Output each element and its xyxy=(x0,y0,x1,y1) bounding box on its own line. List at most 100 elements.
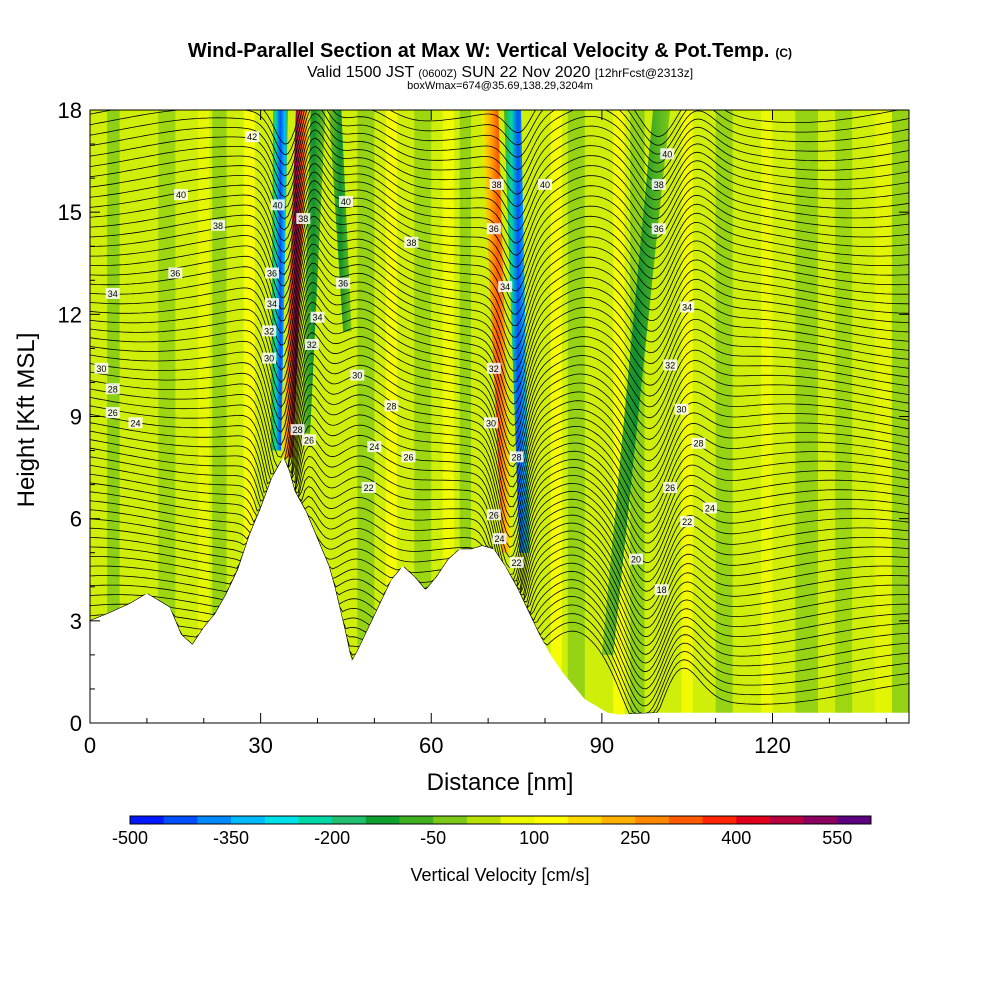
velocity-band xyxy=(681,110,693,723)
theta-contour xyxy=(90,225,909,350)
contour-label: 32 xyxy=(486,362,501,374)
contour-label-bg xyxy=(338,195,353,207)
theta-contour xyxy=(90,352,909,488)
contour-label-bg xyxy=(651,178,666,190)
contour-label-text: 34 xyxy=(267,299,277,309)
contour-label-bg xyxy=(498,281,513,293)
contour-label-text: 32 xyxy=(264,326,274,336)
contour-label: 28 xyxy=(290,424,305,436)
contour-label-text: 32 xyxy=(489,364,499,374)
colorbar-swatch xyxy=(399,816,434,824)
contour-label-text: 28 xyxy=(694,439,704,449)
contour-label-text: 38 xyxy=(406,238,416,248)
colorbar-swatch xyxy=(803,816,838,824)
contour-label-bg xyxy=(174,189,188,201)
contour-label: 34 xyxy=(105,287,120,299)
theta-contour xyxy=(90,394,909,528)
theta-contour xyxy=(90,188,909,304)
contour-label-text: 20 xyxy=(631,555,641,565)
contour-label-bg xyxy=(350,369,365,381)
colorbar-tick-label: 250 xyxy=(620,828,650,848)
contour-label-text: 36 xyxy=(654,224,664,234)
contour-label-text: 26 xyxy=(403,452,413,462)
contour-label: 40 xyxy=(338,195,353,207)
x-tick-label: 0 xyxy=(84,733,96,758)
contour-label-bg xyxy=(301,434,316,446)
contour-label-bg xyxy=(290,424,305,436)
contour-label: 42 xyxy=(245,131,260,143)
contour-label-text: 18 xyxy=(657,585,667,595)
contour-label-text: 40 xyxy=(273,200,283,210)
y-tick-label: 3 xyxy=(70,609,82,634)
colorbar: -500 -350 -200 -50 100 250 400 550 xyxy=(112,815,872,848)
theta-contour xyxy=(90,110,909,166)
contour-label: 24 xyxy=(492,533,507,545)
colorbar-tick-label: -350 xyxy=(213,828,249,848)
theta-contour xyxy=(90,110,909,156)
contour-label-text: 26 xyxy=(489,510,499,520)
theta-contour xyxy=(90,321,909,469)
contour-label-bg xyxy=(486,223,501,235)
x-tick-label: 90 xyxy=(590,733,614,758)
contour-label-text: 30 xyxy=(486,418,496,428)
y-tick-label: 12 xyxy=(58,302,82,327)
contour-label-text: 38 xyxy=(654,180,664,190)
x-tick-label: 60 xyxy=(419,733,443,758)
y-tick-label: 0 xyxy=(70,711,82,736)
x-tick-label: 30 xyxy=(248,733,272,758)
contour-label: 30 xyxy=(350,369,365,381)
contour-label-bg xyxy=(105,383,120,395)
theta-contour xyxy=(90,446,909,575)
contour-label: 22 xyxy=(509,556,524,568)
contour-label-text: 42 xyxy=(247,132,257,142)
colorbar-swatch xyxy=(298,816,333,824)
y-tick-label: 9 xyxy=(70,405,82,430)
theta-contour xyxy=(90,215,909,338)
theta-contour xyxy=(90,243,909,372)
contour-labels: 4240383634302826244036343230383432282640… xyxy=(94,131,717,596)
contour-label-bg xyxy=(509,556,524,568)
contour-label-bg xyxy=(265,267,279,279)
colorbar-tick-label: -50 xyxy=(420,828,446,848)
contour-label-bg xyxy=(492,533,507,545)
colorbar-tick-label: 550 xyxy=(822,828,852,848)
contour-label: 36 xyxy=(651,223,666,235)
contour-label: 38 xyxy=(404,236,419,248)
velocity-band xyxy=(761,110,773,723)
contour-label: 38 xyxy=(651,178,666,190)
theta-contour xyxy=(90,332,909,475)
contour-label-text: 38 xyxy=(298,214,308,224)
contour-label-text: 30 xyxy=(352,371,362,381)
contour-label-text: 26 xyxy=(665,483,675,493)
contour-label: 38 xyxy=(296,212,311,224)
downdraft-band xyxy=(301,110,326,434)
contour-label-bg xyxy=(691,437,706,449)
contour-label-bg xyxy=(105,287,120,299)
theta-contour xyxy=(90,362,909,498)
contour-label: 36 xyxy=(265,267,279,279)
y-tick-label: 18 xyxy=(58,98,82,123)
colorbar-swatch xyxy=(466,816,501,824)
contour-label-text: 22 xyxy=(364,483,374,493)
theta-contour xyxy=(90,137,909,232)
theta-contour xyxy=(90,373,909,508)
velocity-band xyxy=(567,110,585,723)
contour-label: 36 xyxy=(486,223,501,235)
contour-label-bg xyxy=(384,400,399,412)
contour-label-text: 28 xyxy=(293,425,303,435)
theta-contour xyxy=(90,112,909,198)
contour-label-text: 28 xyxy=(108,384,118,394)
velocity-band xyxy=(158,110,176,723)
contour-label-bg xyxy=(270,199,285,211)
downdraft-core xyxy=(270,110,288,451)
theta-contour xyxy=(90,180,909,292)
colorbar-tick-label: -500 xyxy=(112,828,148,848)
contour-label: 24 xyxy=(702,502,717,514)
contour-label-bg xyxy=(486,509,501,521)
contour-label: 28 xyxy=(384,400,399,412)
contour-label-text: 24 xyxy=(705,503,715,513)
y-tick-label: 15 xyxy=(58,200,82,225)
contour-label: 32 xyxy=(304,338,319,350)
colorbar-swatch xyxy=(702,816,737,824)
